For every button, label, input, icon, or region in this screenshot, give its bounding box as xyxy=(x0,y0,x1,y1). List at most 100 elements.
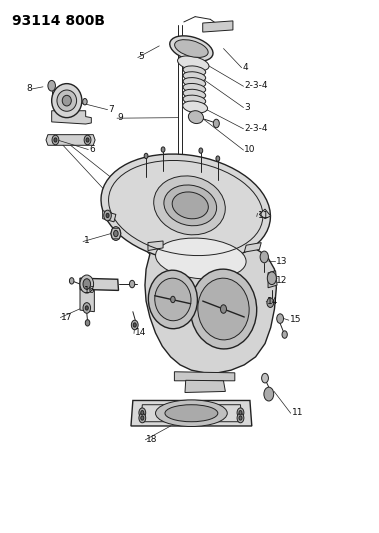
Text: 16: 16 xyxy=(84,286,95,295)
Circle shape xyxy=(262,373,268,383)
Circle shape xyxy=(130,280,135,288)
Circle shape xyxy=(52,135,59,145)
Text: 17: 17 xyxy=(61,312,73,321)
Circle shape xyxy=(239,410,242,415)
Text: 14: 14 xyxy=(267,296,278,305)
Text: 9: 9 xyxy=(118,113,124,122)
Circle shape xyxy=(48,80,55,91)
Polygon shape xyxy=(111,228,121,239)
Polygon shape xyxy=(80,278,119,290)
Ellipse shape xyxy=(155,400,227,426)
Circle shape xyxy=(141,410,144,415)
Ellipse shape xyxy=(183,90,206,99)
Circle shape xyxy=(85,306,88,310)
Ellipse shape xyxy=(165,405,218,422)
Ellipse shape xyxy=(172,192,208,219)
Polygon shape xyxy=(268,271,277,288)
Ellipse shape xyxy=(183,84,206,93)
Circle shape xyxy=(267,272,276,285)
Text: 11: 11 xyxy=(257,212,269,221)
Text: 15: 15 xyxy=(290,315,301,324)
Circle shape xyxy=(171,296,175,303)
Text: 6: 6 xyxy=(89,145,95,154)
Circle shape xyxy=(199,148,203,154)
Circle shape xyxy=(133,323,136,327)
Circle shape xyxy=(139,413,146,423)
Polygon shape xyxy=(103,211,116,222)
Polygon shape xyxy=(244,243,261,252)
Ellipse shape xyxy=(148,270,197,329)
Ellipse shape xyxy=(155,238,246,279)
Circle shape xyxy=(282,331,287,338)
Text: 11: 11 xyxy=(291,408,303,417)
Polygon shape xyxy=(52,111,91,124)
Circle shape xyxy=(277,314,283,324)
Ellipse shape xyxy=(183,66,206,76)
Ellipse shape xyxy=(183,78,206,87)
Text: 5: 5 xyxy=(138,52,144,61)
Polygon shape xyxy=(148,241,163,251)
Circle shape xyxy=(114,230,118,237)
Circle shape xyxy=(139,408,146,417)
Text: 18: 18 xyxy=(146,435,158,444)
Text: 14: 14 xyxy=(135,328,146,337)
Ellipse shape xyxy=(155,278,191,321)
Ellipse shape xyxy=(175,39,208,58)
Ellipse shape xyxy=(183,95,206,105)
Circle shape xyxy=(111,227,121,240)
Polygon shape xyxy=(46,135,95,146)
Ellipse shape xyxy=(52,84,82,118)
Circle shape xyxy=(84,135,91,145)
Circle shape xyxy=(86,138,89,142)
Polygon shape xyxy=(131,400,252,426)
Text: 7: 7 xyxy=(108,105,114,114)
Text: 4: 4 xyxy=(242,63,248,71)
Ellipse shape xyxy=(190,269,257,349)
Text: 10: 10 xyxy=(244,145,256,154)
Ellipse shape xyxy=(164,185,217,226)
Circle shape xyxy=(260,251,268,263)
Circle shape xyxy=(85,320,90,326)
Text: 93114 800B: 93114 800B xyxy=(12,14,105,28)
Ellipse shape xyxy=(177,56,209,71)
Polygon shape xyxy=(259,209,271,219)
Text: 13: 13 xyxy=(276,257,288,265)
Polygon shape xyxy=(80,290,94,312)
Circle shape xyxy=(221,305,227,313)
Circle shape xyxy=(237,408,244,417)
Text: 1: 1 xyxy=(84,237,89,246)
Circle shape xyxy=(106,213,109,217)
Ellipse shape xyxy=(154,176,225,235)
Circle shape xyxy=(161,147,165,152)
Text: 12: 12 xyxy=(276,276,288,285)
Circle shape xyxy=(239,416,242,420)
Ellipse shape xyxy=(101,154,271,262)
Circle shape xyxy=(216,156,220,161)
Text: 2-3-4: 2-3-4 xyxy=(244,124,268,133)
Circle shape xyxy=(104,210,111,221)
Circle shape xyxy=(83,303,91,313)
Circle shape xyxy=(83,99,87,105)
Ellipse shape xyxy=(80,275,94,293)
Polygon shape xyxy=(174,372,235,381)
Ellipse shape xyxy=(183,72,206,82)
Ellipse shape xyxy=(57,90,77,111)
Circle shape xyxy=(267,298,274,308)
Ellipse shape xyxy=(188,111,204,124)
Circle shape xyxy=(141,416,144,420)
Circle shape xyxy=(132,320,138,330)
Polygon shape xyxy=(203,21,233,32)
Ellipse shape xyxy=(62,95,71,106)
Text: 3: 3 xyxy=(244,102,250,111)
Circle shape xyxy=(213,119,219,128)
Ellipse shape xyxy=(183,101,208,113)
Polygon shape xyxy=(185,380,226,392)
Circle shape xyxy=(144,154,148,159)
Circle shape xyxy=(54,138,57,142)
Ellipse shape xyxy=(198,278,249,340)
Text: 8: 8 xyxy=(26,84,32,93)
Polygon shape xyxy=(138,232,276,373)
Ellipse shape xyxy=(83,279,91,289)
Circle shape xyxy=(237,413,244,423)
Circle shape xyxy=(264,387,274,401)
